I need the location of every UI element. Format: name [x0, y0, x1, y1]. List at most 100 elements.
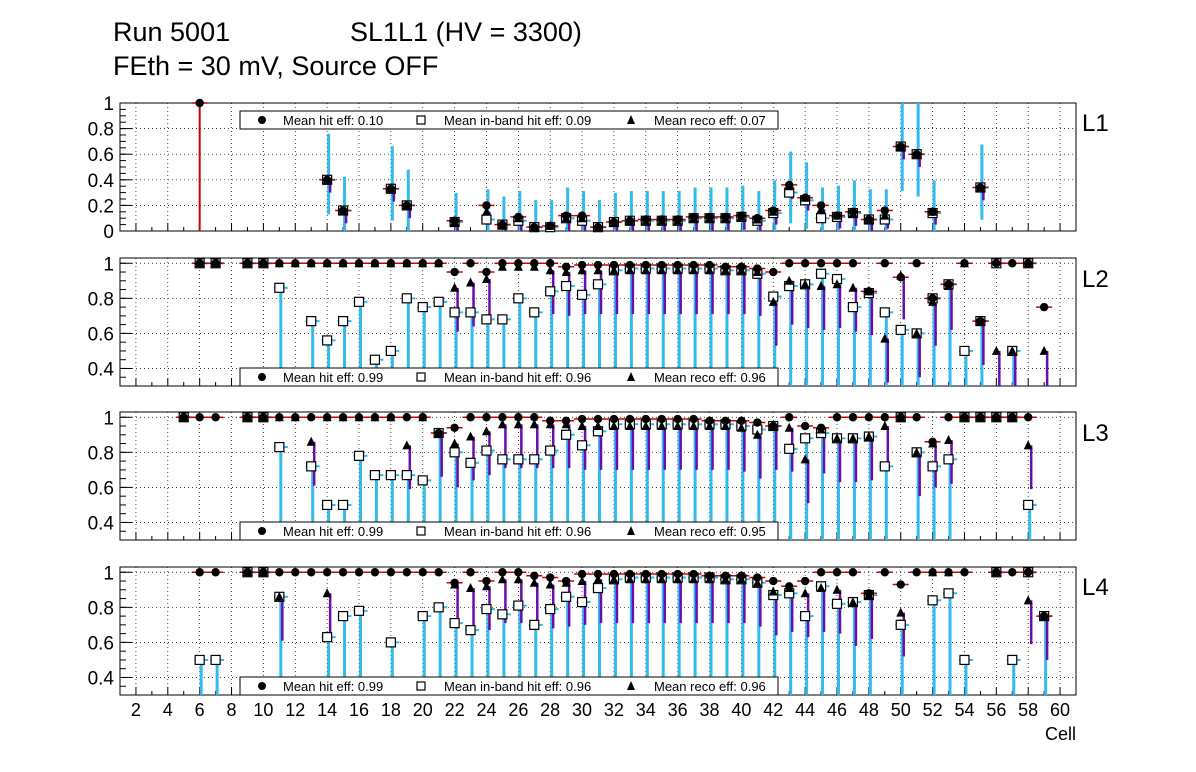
reco-marker	[577, 576, 587, 586]
hit-marker	[896, 273, 905, 282]
hit-marker	[450, 216, 459, 225]
legend-reco-text: Mean reco eff: 0.96	[654, 679, 766, 694]
x-tick-label: 20	[413, 700, 433, 720]
hit-marker	[737, 211, 746, 220]
reco-marker	[705, 421, 715, 431]
hit-marker	[211, 259, 220, 268]
hit-marker	[705, 416, 714, 425]
hit-marker	[1023, 413, 1033, 422]
hit-marker	[944, 568, 953, 577]
hit-marker	[514, 212, 523, 222]
inband-marker	[1023, 499, 1034, 511]
reco-marker	[689, 421, 699, 431]
reco-marker	[641, 421, 651, 431]
hit-marker	[322, 413, 332, 422]
panel-l3: 0.4 0.6 0.8 1 Mean hit eff: 0.99 Mean in-band…	[88, 408, 1077, 541]
inband-marker	[322, 335, 333, 346]
reco-marker	[848, 597, 858, 607]
hit-marker	[769, 206, 778, 215]
inband-marker	[481, 314, 492, 325]
x-tick-label: 44	[795, 700, 815, 720]
inband-marker	[481, 445, 492, 456]
hit-marker	[195, 568, 204, 577]
hit-marker	[864, 215, 874, 224]
x-tick-label: 60	[1050, 700, 1070, 720]
inband-marker	[417, 610, 428, 622]
reco-marker	[880, 333, 890, 343]
inband-marker	[1007, 654, 1018, 666]
inband-marker	[959, 654, 970, 666]
hit-marker	[864, 589, 874, 598]
inband-marker	[449, 447, 460, 458]
hit-marker	[657, 260, 666, 270]
hit-marker	[1023, 259, 1033, 268]
legend-inband-marker	[416, 526, 426, 536]
hit-marker	[848, 207, 858, 216]
inband-marker	[322, 499, 333, 511]
hit-marker	[291, 568, 300, 577]
hit-marker	[434, 259, 443, 268]
inband-marker	[943, 454, 954, 465]
y-tick-label: 0.8	[88, 289, 114, 310]
hit-marker	[1008, 259, 1017, 268]
hit-marker	[498, 220, 507, 229]
hit-marker	[577, 211, 587, 220]
y-tick-label: 0.4	[88, 359, 115, 380]
reco-marker	[705, 265, 715, 275]
hit-marker	[848, 568, 858, 577]
inband-marker	[337, 610, 349, 622]
inband-marker	[497, 609, 508, 620]
hit-marker	[561, 211, 571, 220]
hit-marker	[912, 150, 921, 159]
reco-marker	[848, 282, 858, 292]
legend-hit-text: Mean hit eff: 0.99	[283, 370, 383, 385]
hit-marker	[657, 414, 666, 424]
hit-marker	[546, 221, 555, 231]
hit-marker	[482, 267, 491, 277]
reco-marker	[816, 281, 826, 291]
reco-marker	[593, 421, 603, 431]
hit-marker	[992, 413, 1001, 422]
reco-marker	[450, 438, 460, 448]
hit-marker	[466, 259, 475, 268]
hit-marker	[482, 201, 491, 210]
legend-inband-marker	[416, 115, 426, 125]
reco-marker	[641, 574, 651, 584]
reco-marker	[912, 328, 922, 338]
hit-marker	[721, 212, 730, 222]
inband-marker	[465, 307, 476, 318]
hit-marker	[896, 580, 905, 589]
hit-marker	[864, 287, 874, 296]
chamber-label: SL1L1 (HV = 3300)	[350, 17, 582, 47]
y-tick-label: 0.8	[88, 598, 114, 619]
y-tick-label: 0.8	[88, 120, 114, 141]
reco-marker	[673, 421, 683, 431]
hit-marker	[498, 413, 507, 422]
inband-marker	[465, 625, 476, 636]
reco-marker	[912, 447, 922, 457]
hit-marker	[259, 413, 268, 422]
inband-marker	[545, 286, 556, 297]
reco-marker	[497, 419, 507, 429]
hit-marker	[800, 259, 810, 268]
hit-marker	[832, 568, 842, 577]
hit-marker	[259, 259, 268, 268]
run-label: Run 5001	[113, 17, 231, 47]
y-tick-label: 0.6	[88, 324, 114, 345]
hit-marker	[737, 416, 746, 425]
hit-marker	[785, 413, 794, 422]
x-tick-label: 14	[317, 700, 337, 720]
hit-marker	[370, 568, 380, 577]
reco-marker	[832, 584, 842, 594]
y-tick-label: 0.6	[88, 633, 114, 654]
reco-marker	[1023, 440, 1033, 450]
reco-marker	[768, 586, 778, 596]
hit-marker	[944, 413, 953, 422]
hit-marker	[1008, 413, 1017, 422]
hit-marker	[609, 414, 619, 424]
inband-marker	[497, 314, 508, 325]
reco-marker	[561, 267, 571, 277]
hit-marker	[514, 259, 523, 268]
reco-marker	[545, 579, 555, 589]
hit-marker	[928, 294, 937, 303]
